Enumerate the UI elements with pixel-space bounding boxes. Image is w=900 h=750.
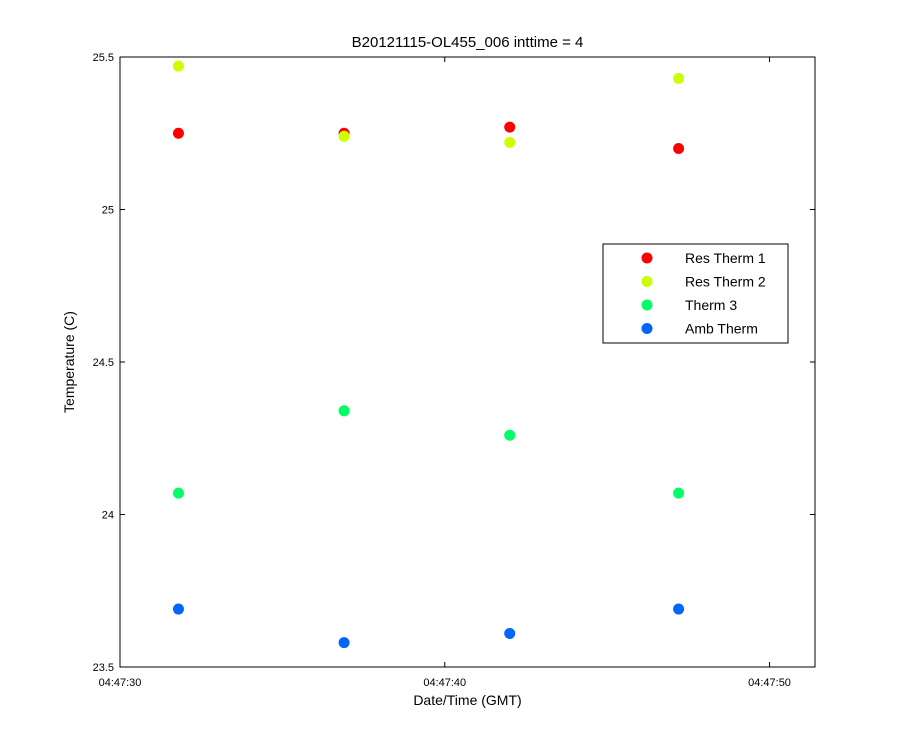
data-point (673, 72, 685, 84)
data-point (673, 603, 685, 615)
data-point (504, 136, 516, 148)
data-point (172, 487, 184, 499)
data-point (338, 130, 350, 142)
data-points (172, 60, 685, 649)
axis-ticks: 23.5 24 24.5 25 25.5 04:47:30 04:47:40 04:47:50 (93, 52, 815, 689)
data-point (338, 405, 350, 417)
plot-area (119, 56, 816, 668)
x-tick-label: 04:47:30 (99, 677, 142, 689)
y-tick-label: 24.5 (93, 357, 114, 369)
legend-label: Res Therm 1 (685, 250, 766, 266)
legend-marker (641, 299, 653, 311)
y-axis-label: Temperature (C) (61, 311, 77, 413)
data-point (504, 121, 516, 133)
y-tick-label: 25 (102, 205, 114, 217)
y-tick-label: 23.5 (93, 662, 114, 674)
x-axis-label: Date/Time (GMT) (413, 692, 521, 708)
chart-title: B20121115-OL455_006 inttime = 4 (352, 34, 584, 51)
x-tick-label: 04:47:50 (748, 677, 791, 689)
y-tick-label: 24 (102, 510, 114, 522)
legend-label: Res Therm 2 (685, 274, 766, 290)
legend-label: Amb Therm (685, 321, 758, 337)
legend-marker (641, 323, 653, 334)
data-point (172, 127, 184, 139)
data-point (338, 637, 350, 649)
data-point (172, 603, 184, 615)
y-tick-label: 25.5 (93, 52, 114, 64)
data-point (673, 143, 685, 154)
data-point (504, 627, 516, 639)
legend-marker (641, 276, 653, 287)
x-tick-label: 04:47:40 (423, 677, 466, 689)
legend: Res Therm 1 Res Therm 2 Therm 3 Amb Therm (602, 243, 789, 344)
data-point (504, 429, 516, 441)
data-point (172, 60, 184, 72)
data-point (673, 487, 685, 499)
legend-box (602, 243, 789, 344)
legend-marker (641, 252, 653, 264)
legend-label: Therm 3 (685, 297, 737, 313)
